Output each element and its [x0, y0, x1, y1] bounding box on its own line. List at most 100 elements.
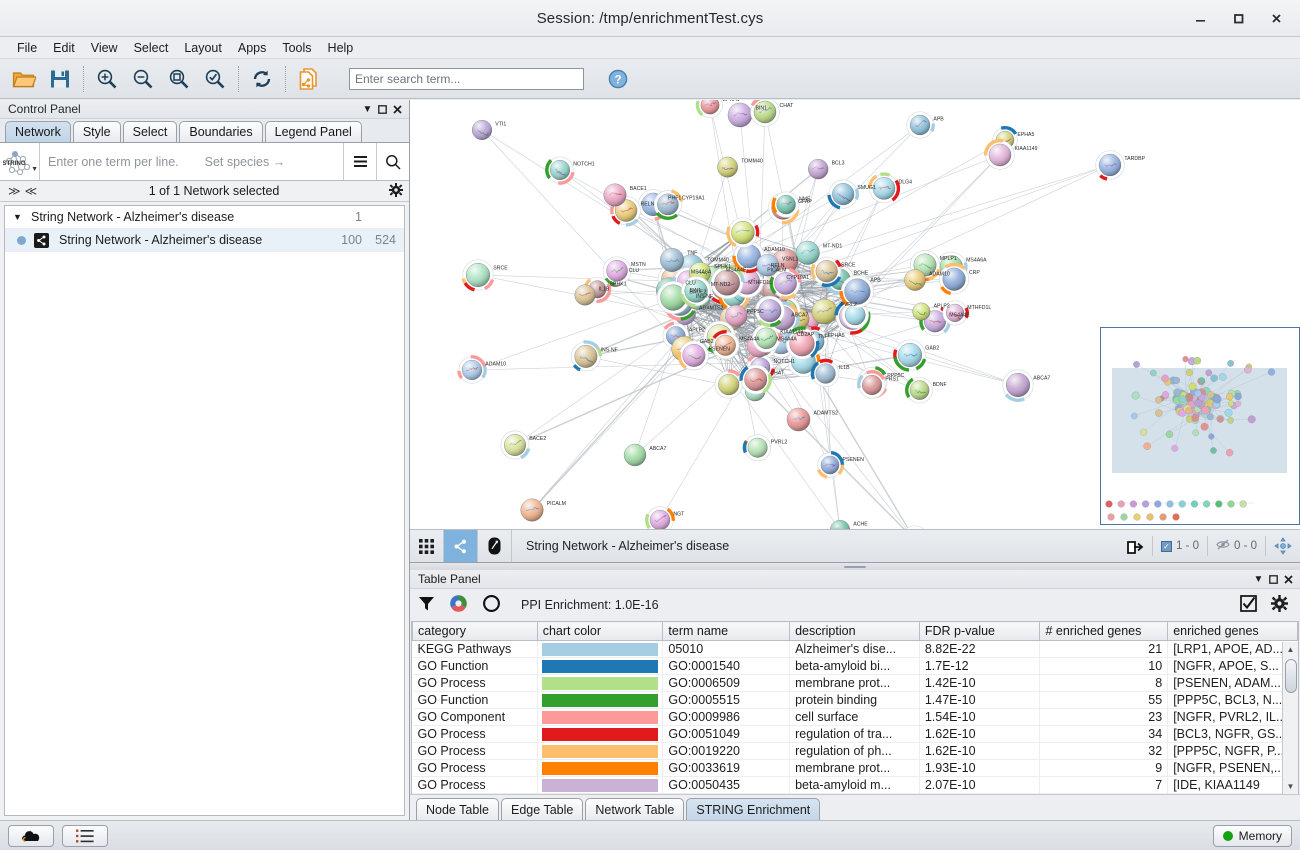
set-species-link[interactable]: Set species →	[204, 154, 286, 169]
checkbox-checked-icon[interactable]	[1240, 595, 1257, 615]
scroll-down-icon[interactable]: ▼	[1286, 782, 1295, 791]
network-node[interactable]	[808, 158, 829, 180]
help-icon[interactable]: ?	[600, 62, 636, 96]
menu-select[interactable]: Select	[133, 40, 169, 55]
close-panel-icon[interactable]	[1281, 572, 1296, 587]
float-panel-icon[interactable]	[375, 102, 390, 117]
menu-layout[interactable]: Layout	[184, 40, 222, 55]
zoom-out-icon[interactable]	[125, 62, 161, 96]
network-node[interactable]	[695, 100, 723, 118]
network-node[interactable]	[717, 156, 738, 178]
network-tree-group-row[interactable]: ▼ String Network - Alzheimer's disease 1	[5, 206, 404, 229]
grid-layout-icon[interactable]	[410, 529, 444, 563]
network-tree-item-row[interactable]: String Network - Alzheimer's disease 100…	[5, 229, 404, 252]
network-node[interactable]	[457, 355, 487, 384]
network-tree-list[interactable]: ▼ String Network - Alzheimer's disease 1	[4, 205, 405, 816]
table-row[interactable]: GO Function GO:0005515 protein binding 1.47…	[412, 691, 1298, 709]
table-row[interactable]: GO Function GO:0001540 beta-amyloid bi... 1…	[412, 657, 1298, 675]
network-node[interactable]	[739, 364, 772, 395]
network-node[interactable]	[545, 156, 575, 185]
network-node[interactable]	[714, 369, 743, 399]
col-header-description[interactable]: description	[789, 621, 920, 641]
tab-edge-table[interactable]: Edge Table	[501, 798, 584, 820]
list-icon[interactable]	[62, 824, 108, 847]
col-header-fdr-pvalue[interactable]: FDR p-value	[918, 621, 1041, 641]
network-node[interactable]	[732, 240, 765, 274]
network-node[interactable]	[893, 339, 927, 372]
network-node[interactable]	[1095, 150, 1125, 181]
cloud-icon[interactable]	[8, 824, 54, 847]
gear-icon[interactable]	[389, 182, 403, 200]
network-node[interactable]	[811, 298, 838, 325]
table-row[interactable]: GO Component GO:0009986 cell surface 1.54E-…	[412, 708, 1298, 726]
network-node[interactable]	[904, 269, 926, 291]
refresh-icon[interactable]	[244, 62, 280, 96]
network-node[interactable]	[983, 138, 1015, 170]
table-row[interactable]: GO Process GO:0006509 membrane prot... 1.42…	[412, 674, 1298, 692]
network-node[interactable]	[810, 358, 840, 388]
string-search-input[interactable]: Enter one term per line. Set species →	[40, 143, 343, 180]
menu-help[interactable]: Help	[327, 40, 354, 55]
network-node[interactable]	[726, 217, 760, 248]
table-row[interactable]: GO Process GO:0033619 membrane prot... 1.93…	[412, 759, 1298, 777]
chevron-down-icon[interactable]: ▼	[31, 166, 38, 173]
tab-node-table[interactable]: Node Table	[416, 798, 500, 820]
network-node[interactable]	[660, 248, 684, 272]
table-row[interactable]: GO Process GO:0050435 beta-amyloid m... 2.0…	[412, 776, 1298, 794]
fit-selected-icon[interactable]	[197, 62, 233, 96]
open-session-icon[interactable]	[6, 62, 42, 96]
table-vertical-scrollbar[interactable]: ▲ ▼	[1282, 642, 1298, 794]
network-node[interactable]	[677, 340, 709, 371]
table-row[interactable]: GO Process GO:0019220 regulation of ph... 1…	[412, 742, 1298, 760]
vertical-splitter[interactable]	[410, 563, 1300, 570]
enrichment-table-wrapper[interactable]: category chart color term name descripti…	[411, 621, 1299, 794]
network-node[interactable]	[786, 407, 811, 432]
network-view[interactable]: MT-ND1 CD2AP MS4A4A MS4A6A MS4A4E ADAMTS2 TOMM…	[410, 100, 1300, 564]
string-app-icon[interactable]	[444, 529, 478, 563]
network-node[interactable]	[816, 450, 845, 479]
zoom-in-icon[interactable]	[89, 62, 125, 96]
network-node[interactable]	[710, 265, 745, 300]
network-node[interactable]	[623, 443, 647, 467]
network-node[interactable]	[772, 248, 799, 275]
fit-network-icon[interactable]	[161, 62, 197, 96]
col-header-enriched-count[interactable]: # enriched genes	[1039, 621, 1169, 641]
tab-boundaries[interactable]: Boundaries	[179, 121, 263, 142]
network-node[interactable]	[574, 284, 596, 306]
network-node[interactable]	[471, 119, 493, 141]
donut-chart-icon[interactable]	[482, 594, 501, 616]
network-node[interactable]	[653, 189, 684, 220]
col-header-enriched-genes[interactable]: enriched genes	[1167, 621, 1298, 641]
menu-view[interactable]: View	[90, 40, 118, 55]
enrichment-table[interactable]: category chart color term name descripti…	[412, 621, 1298, 794]
network-node[interactable]	[680, 276, 712, 308]
network-node[interactable]	[942, 300, 969, 326]
menu-edit[interactable]: Edit	[53, 40, 75, 55]
network-node[interactable]	[750, 100, 780, 127]
scroll-up-icon[interactable]: ▲	[1286, 645, 1295, 654]
network-node[interactable]	[905, 376, 933, 404]
string-logo-icon[interactable]: STRING ▼	[0, 143, 40, 180]
network-node[interactable]	[912, 302, 931, 321]
network-overview-panel[interactable]	[1100, 327, 1300, 526]
network-node[interactable]	[939, 262, 970, 296]
tab-network[interactable]: Network	[5, 121, 71, 142]
menu-tools[interactable]: Tools	[282, 40, 312, 55]
network-node[interactable]	[810, 256, 842, 287]
network-node[interactable]	[795, 240, 820, 265]
navigator-icon[interactable]	[1266, 530, 1300, 562]
enrichment-table-body[interactable]: KEGG Pathways 05010 Alzheimer's dise... 8.8…	[412, 640, 1298, 794]
network-node[interactable]	[906, 111, 935, 139]
network-canvas[interactable]: MT-ND1 CD2AP MS4A4A MS4A6A MS4A4E ADAMTS2 TOMM…	[410, 100, 1300, 562]
minimize-icon[interactable]	[1182, 4, 1218, 34]
close-panel-icon[interactable]	[390, 102, 405, 117]
network-node[interactable]	[867, 172, 901, 204]
network-node[interactable]	[461, 259, 495, 292]
chevron-down-icon[interactable]: ▼	[362, 103, 373, 115]
color-wheel-icon[interactable]	[449, 594, 468, 616]
memory-button[interactable]: Memory	[1212, 824, 1292, 847]
annotation-icon[interactable]	[478, 529, 512, 563]
export-image-icon[interactable]	[1118, 530, 1152, 562]
tab-string-enrichment[interactable]: STRING Enrichment	[686, 798, 821, 820]
